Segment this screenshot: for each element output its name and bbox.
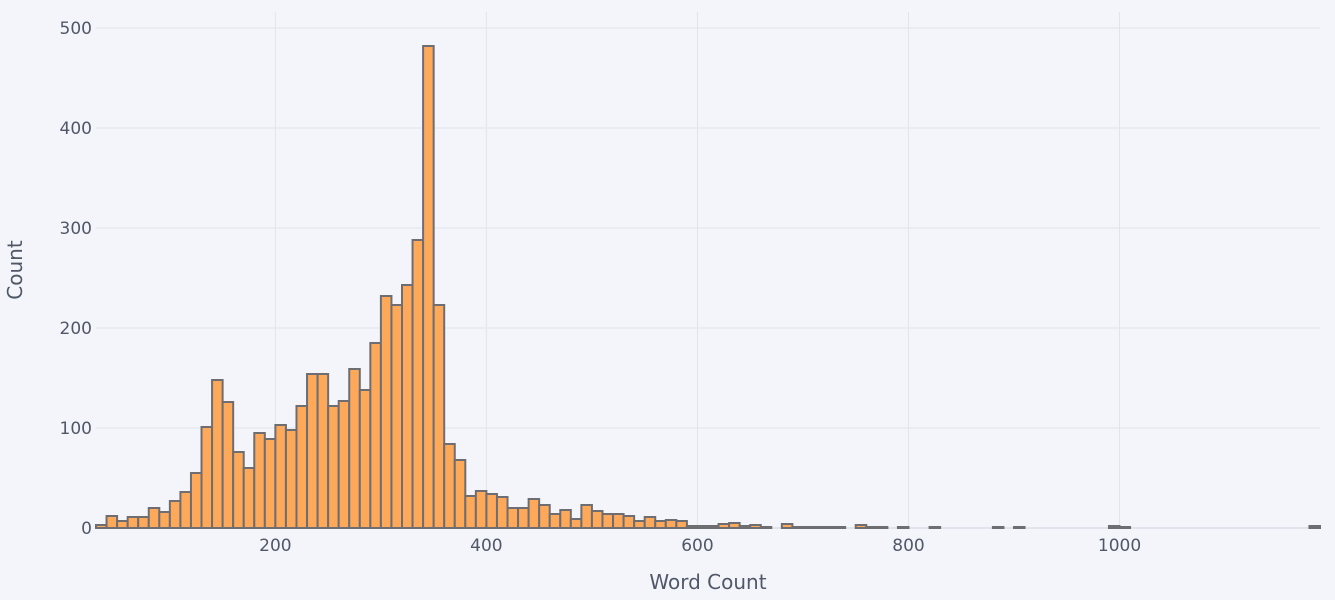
x-tick-label: 1000 (1098, 536, 1141, 556)
histogram-bar (707, 525, 720, 529)
histogram-bar (95, 524, 108, 529)
histogram-bar (780, 523, 794, 529)
histogram-bar (221, 401, 235, 529)
histogram-bar (316, 373, 330, 529)
histogram-bar (1118, 526, 1132, 529)
histogram-bar (654, 520, 667, 529)
histogram-bar (453, 459, 467, 529)
histogram-bar (538, 504, 551, 529)
histogram-bar (327, 405, 340, 529)
histogram-bar (1107, 525, 1121, 529)
histogram-bar (991, 526, 1005, 529)
histogram-bar (432, 304, 446, 529)
histogram-bar (168, 500, 182, 529)
histogram-bar (443, 443, 456, 529)
histogram-bar (696, 525, 710, 529)
histogram-bars (95, 45, 1321, 529)
y-tick-label: 0 (81, 519, 92, 539)
histogram-bar (253, 432, 266, 529)
histogram-bar (601, 513, 615, 529)
histogram-bar (263, 438, 277, 529)
histogram-bar (823, 526, 836, 529)
y-tick-label: 400 (60, 119, 92, 139)
y-axis-title: Count (3, 240, 27, 300)
histogram-bar (801, 526, 815, 529)
histogram-bar (495, 496, 509, 529)
histogram-bar (896, 526, 910, 529)
x-tick-label: 400 (470, 536, 502, 556)
x-tick-label: 600 (681, 536, 713, 556)
histogram-bar (116, 520, 129, 529)
y-tick-label: 500 (60, 19, 92, 39)
histogram-bar (1013, 526, 1026, 529)
histogram-bar (728, 522, 741, 529)
histogram-bar (812, 526, 826, 529)
histogram-bar (200, 426, 214, 529)
histogram-bar (379, 295, 393, 529)
histogram-bar (833, 526, 847, 529)
histogram-bar (1308, 525, 1321, 529)
histogram-bar (622, 515, 636, 529)
y-tick-label: 100 (60, 419, 92, 439)
x-tick-label: 800 (892, 536, 924, 556)
histogram-bar (474, 490, 488, 529)
histogram-bar (284, 429, 298, 529)
histogram-bar (685, 525, 699, 529)
histogram-bar (390, 304, 403, 529)
histogram-bar (580, 504, 593, 529)
histogram-bar (791, 526, 804, 529)
histogram-bar (369, 342, 382, 529)
histogram-bar (590, 510, 604, 529)
histogram-bar (865, 526, 878, 529)
histogram-bar (664, 519, 678, 529)
histogram-bar (274, 424, 287, 529)
histogram-bar (548, 513, 562, 529)
histogram-bar (675, 520, 688, 529)
histogram-bar (527, 498, 541, 529)
histogram-bar (295, 405, 309, 529)
histogram-bar (411, 239, 425, 529)
histogram-bar (401, 284, 414, 529)
histogram-bar (105, 515, 119, 529)
y-axis-ticks: 0 100 200 300 400 500 (60, 19, 92, 539)
histogram-bar (643, 516, 657, 529)
y-tick-label: 200 (60, 319, 92, 339)
x-tick-label: 200 (259, 536, 291, 556)
histogram-bar (158, 511, 171, 529)
histogram-bar (147, 507, 161, 529)
histogram-bar (738, 525, 752, 529)
histogram-bar (242, 467, 256, 529)
histogram-bar (854, 524, 868, 529)
histogram-bar (485, 493, 498, 529)
y-tick-label: 300 (60, 219, 92, 239)
histogram-bar (137, 516, 150, 529)
histogram-bar (306, 373, 319, 529)
histogram-bar (211, 379, 224, 529)
histogram-bar (232, 451, 245, 529)
histogram-bar (928, 526, 942, 529)
histogram-bar (633, 520, 646, 529)
histogram-bar (569, 518, 583, 529)
histogram-bar (749, 524, 762, 529)
histogram-bar (875, 526, 889, 529)
x-axis-title: Word Count (649, 570, 766, 594)
histogram-bar (348, 368, 361, 529)
histogram-bar (464, 495, 477, 529)
histogram-bar (506, 507, 520, 529)
histogram-bar (358, 389, 372, 529)
histogram-bar (337, 400, 351, 529)
histogram-bar (517, 507, 530, 529)
histogram-bar (179, 491, 192, 529)
histogram-bar (717, 523, 731, 529)
histogram-bar (422, 45, 435, 529)
histogram-bar (759, 526, 773, 529)
histogram-bar (559, 509, 572, 529)
x-axis-ticks: 200 400 600 800 1000 (259, 536, 1141, 556)
histogram-bar (189, 472, 203, 529)
histogram-bar (612, 513, 625, 529)
histogram-bar (126, 516, 140, 529)
